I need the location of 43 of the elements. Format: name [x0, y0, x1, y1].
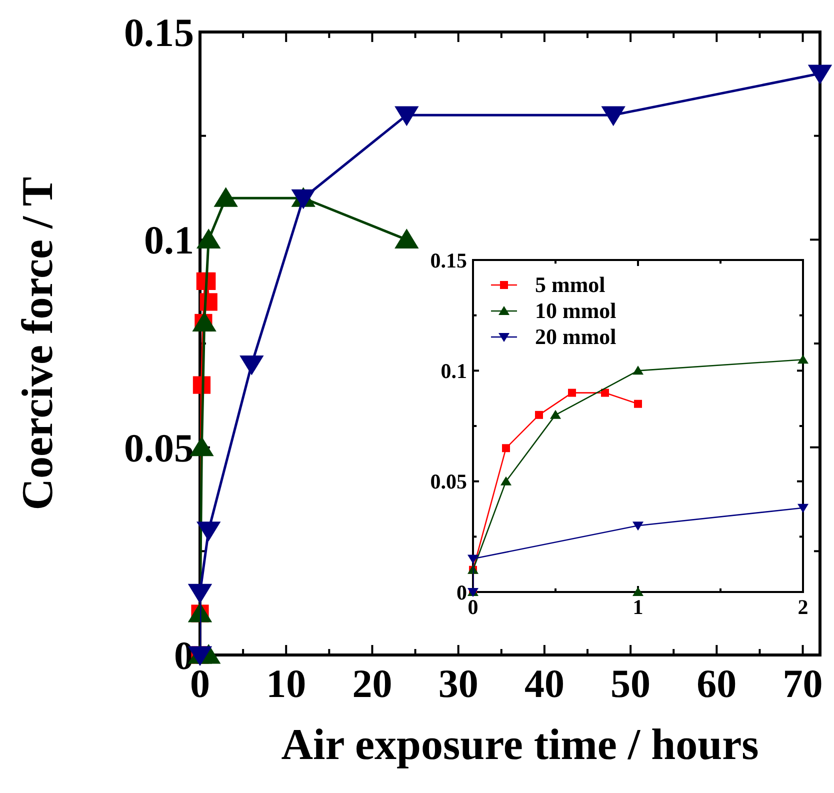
point [632, 522, 644, 531]
y-tick-label: 0.05 [430, 470, 467, 494]
point [550, 410, 561, 419]
y-axis-title: Coercive force / T [13, 176, 62, 510]
y-tick-label: 0.15 [124, 10, 194, 55]
point [632, 587, 644, 596]
x-tick-label: 50 [610, 661, 651, 706]
x-tick-label: 60 [696, 661, 737, 706]
point [196, 228, 221, 248]
point [502, 444, 510, 452]
x-tick-label: 40 [524, 661, 564, 706]
point [568, 388, 576, 397]
point [798, 504, 808, 513]
x-tick-label: 70 [782, 661, 823, 706]
point [240, 355, 264, 376]
y-tick-label: 0.1 [440, 359, 467, 384]
point [188, 602, 212, 622]
y-tick-label: 0.1 [144, 218, 194, 263]
x-tick-label: 30 [438, 661, 478, 706]
point [214, 187, 238, 207]
point [808, 64, 832, 85]
point [500, 476, 512, 486]
x-tick-label: 20 [352, 661, 392, 706]
point [394, 106, 419, 126]
point [535, 410, 543, 419]
point [634, 400, 642, 408]
legend-label: 5 mmol [535, 272, 606, 297]
x-axis-title: Air exposure time / hours [281, 720, 759, 769]
point [601, 388, 609, 397]
legend-label: 10 mmol [535, 298, 616, 323]
point [632, 366, 644, 375]
legend-label: 20 mmol [535, 324, 616, 349]
point [601, 106, 626, 126]
point [468, 554, 478, 564]
x-tick-label: 10 [266, 661, 306, 706]
y-tick-label: 0 [456, 580, 467, 604]
point [394, 228, 419, 248]
x-tick-label: 2 [798, 595, 808, 620]
point [798, 354, 808, 364]
x-tick-label: 1 [632, 595, 644, 620]
point [192, 312, 216, 332]
y-tick-label: 0.15 [430, 248, 467, 272]
y-tick-label: 0.05 [124, 425, 194, 470]
